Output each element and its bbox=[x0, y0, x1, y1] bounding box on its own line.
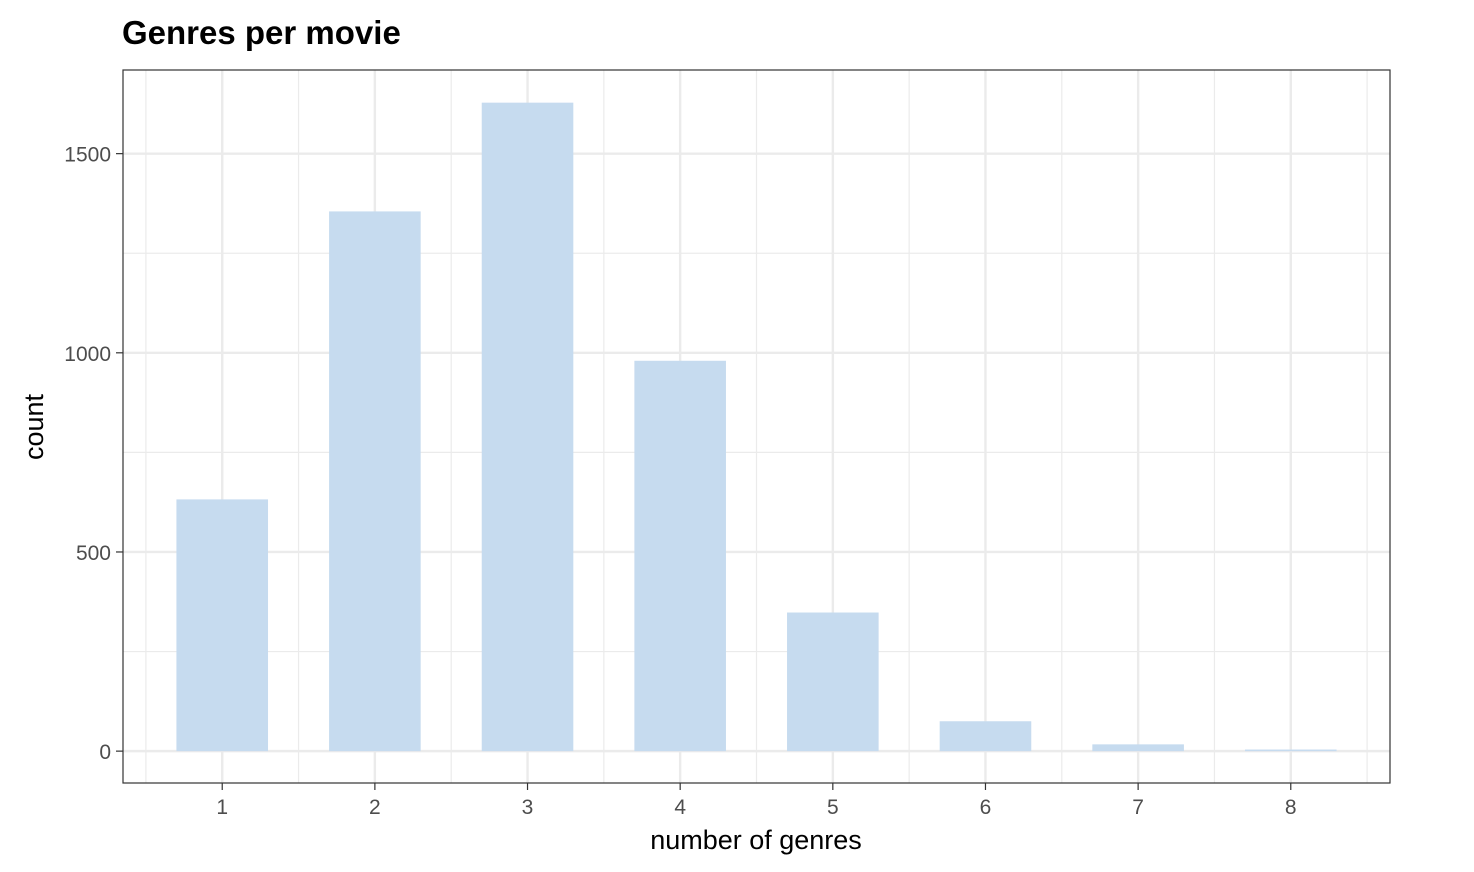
x-tick-label: 4 bbox=[674, 796, 686, 819]
x-axis-title: number of genres bbox=[650, 825, 862, 855]
bars bbox=[176, 102, 1337, 752]
bar-2 bbox=[329, 211, 421, 752]
x-tick-label: 5 bbox=[827, 796, 839, 819]
bar-1 bbox=[176, 499, 269, 752]
y-tick-label: 1000 bbox=[64, 343, 111, 366]
y-tick-label: 500 bbox=[76, 542, 111, 565]
y-tick-label: 0 bbox=[99, 741, 111, 764]
bar-4 bbox=[634, 360, 726, 752]
y-axis-title: count bbox=[19, 393, 49, 460]
bar-6 bbox=[939, 721, 1032, 752]
x-tick-label: 2 bbox=[369, 796, 381, 819]
chart-title: Genres per movie bbox=[122, 14, 401, 51]
x-tick-label: 6 bbox=[980, 796, 992, 819]
panel-border bbox=[122, 69, 1391, 784]
axis-ticks: 1 2 3 4 5 6 7 8 0 500 1000 1500 bbox=[64, 144, 1296, 819]
x-tick-label: 1 bbox=[216, 796, 228, 819]
x-tick-label: 3 bbox=[522, 796, 534, 819]
bar-5 bbox=[787, 612, 879, 752]
y-tick-label: 1500 bbox=[64, 144, 111, 167]
x-tick-label: 7 bbox=[1132, 796, 1144, 819]
grid-lines bbox=[123, 70, 1390, 783]
bar-3 bbox=[481, 102, 574, 752]
x-tick-label: 8 bbox=[1285, 796, 1297, 819]
bar-8 bbox=[1244, 749, 1337, 752]
bar-7 bbox=[1092, 744, 1184, 752]
